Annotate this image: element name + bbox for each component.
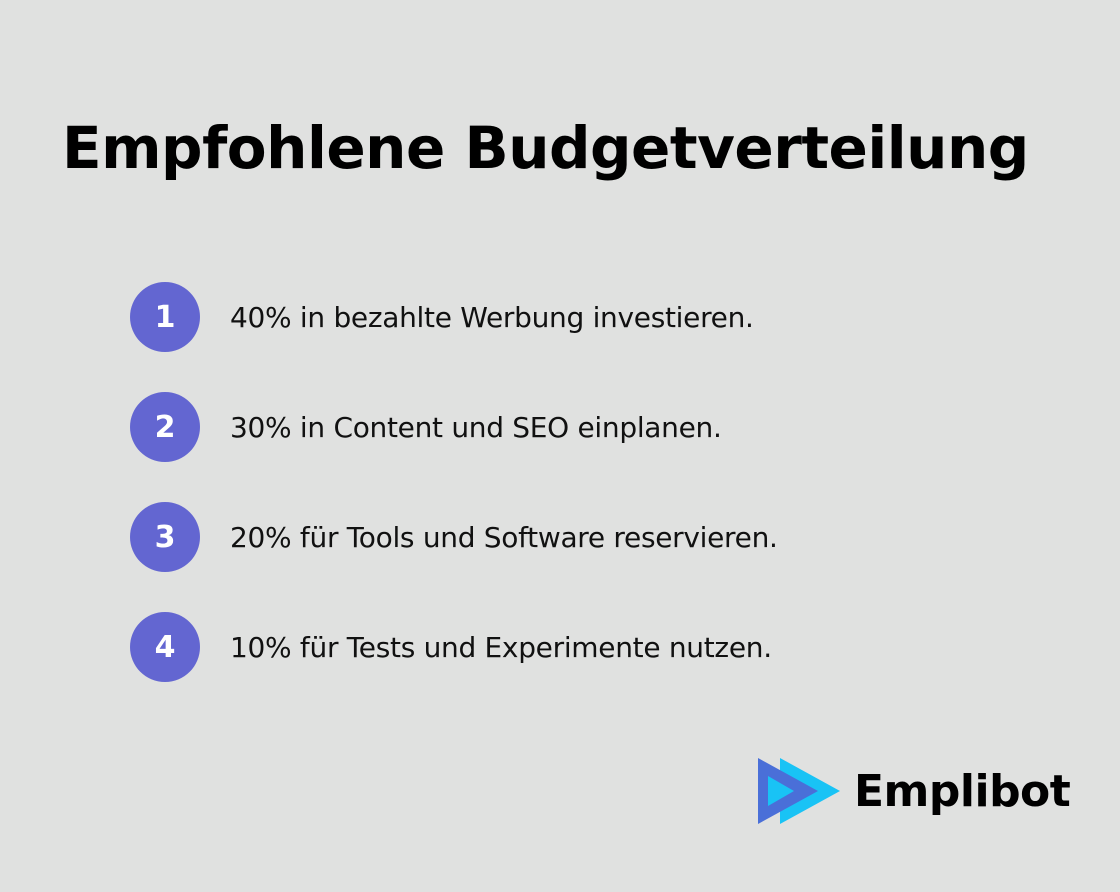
brand-name: Emplibot — [854, 765, 1071, 817]
page-title: Empfohlene Budgetverteilung — [62, 114, 1029, 182]
list-item: 3 20% für Tools und Software reservieren… — [130, 502, 778, 572]
list-item: 2 30% in Content und SEO einplanen. — [130, 392, 778, 462]
step-number-badge: 3 — [130, 502, 200, 572]
brand-logo: Emplibot — [756, 756, 1071, 826]
step-text: 10% für Tests und Experimente nutzen. — [230, 630, 772, 664]
list-item: 1 40% in bezahlte Werbung investieren. — [130, 282, 778, 352]
double-play-arrow-icon — [756, 756, 840, 826]
step-text: 30% in Content und SEO einplanen. — [230, 410, 722, 444]
budget-list: 1 40% in bezahlte Werbung investieren. 2… — [130, 282, 778, 722]
step-text: 40% in bezahlte Werbung investieren. — [230, 300, 754, 334]
step-text: 20% für Tools und Software reservieren. — [230, 520, 778, 554]
step-number-badge: 2 — [130, 392, 200, 462]
step-number-badge: 4 — [130, 612, 200, 682]
list-item: 4 10% für Tests und Experimente nutzen. — [130, 612, 778, 682]
step-number-badge: 1 — [130, 282, 200, 352]
